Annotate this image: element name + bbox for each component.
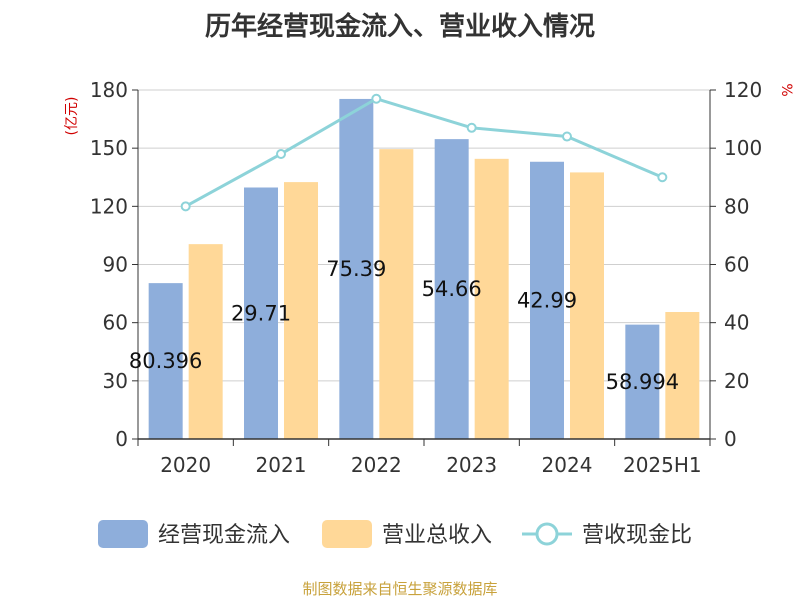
line-point (466, 122, 477, 133)
bar-cash-inflow (339, 98, 374, 439)
x-tick-label: 2025H1 (623, 453, 702, 477)
y-left-tick-label: 120 (90, 194, 128, 218)
line-point (657, 172, 668, 183)
y-left-tick-label: 90 (103, 253, 128, 277)
x-tick-label: 2022 (351, 453, 402, 477)
bar-cash-inflow (434, 139, 469, 439)
data-label: 80.396 (129, 349, 202, 373)
bar-revenue (665, 312, 700, 439)
legend-label: 营收现金比 (582, 523, 692, 548)
y-left-tick-label: 60 (103, 311, 128, 335)
line-point (371, 93, 382, 104)
bar-cash-inflow (244, 187, 278, 439)
y-right-tick-label: 20 (724, 369, 749, 393)
line-cash-revenue-ratio (184, 97, 663, 208)
legend-swatch-cash-inflow (98, 520, 148, 548)
x-tick-label: 2024 (542, 453, 593, 477)
legend-swatch-ratio-marker (535, 522, 559, 546)
legend-label: 营业总收入 (382, 523, 492, 548)
data-label: 58.994 (606, 370, 679, 394)
data-label: 29.71 (231, 301, 291, 325)
x-tick-label: 2021 (256, 453, 307, 477)
chart-title: 历年经营现金流入、营业收入情况 (204, 12, 595, 42)
line-point (562, 131, 572, 142)
bar-revenue (570, 172, 604, 439)
bar-cash-inflow (148, 283, 183, 439)
source-note: 制图数据来自恒生聚源数据库 (302, 580, 498, 598)
y-right-tick-label: 100 (724, 136, 762, 160)
y-right-tick-label: 80 (724, 194, 749, 218)
y-right-tick-label: 0 (724, 427, 737, 451)
y-left-tick-label: 180 (90, 78, 128, 102)
x-tick-label: 2023 (446, 453, 497, 477)
bar-revenue (379, 149, 414, 439)
data-label: 54.66 (422, 277, 482, 301)
bar-cash-inflow (530, 161, 564, 439)
bar-revenue (284, 182, 318, 439)
y-left-tick-label: 0 (115, 427, 128, 451)
y-right-tick-label: 60 (724, 253, 749, 277)
bar-cash-inflow (625, 324, 660, 439)
x-tick-label: 2020 (160, 453, 211, 477)
y-right-tick-label: 40 (724, 311, 749, 335)
bar-revenue (188, 244, 223, 439)
line-point (180, 201, 191, 212)
y-left-tick-label: 150 (90, 136, 128, 160)
y-right-tick-label: 120 (724, 78, 762, 102)
legend-label: 经营现金流入 (158, 523, 290, 548)
data-label: 42.99 (517, 288, 577, 312)
y-left-tick-label: 30 (103, 369, 128, 393)
legend-swatch-revenue (322, 520, 372, 548)
data-label: 75.39 (326, 257, 386, 281)
bar-revenue (474, 158, 509, 439)
y-right-unit: % (778, 83, 794, 96)
y-left-unit: (亿元) (64, 97, 80, 136)
line-point (276, 148, 286, 159)
